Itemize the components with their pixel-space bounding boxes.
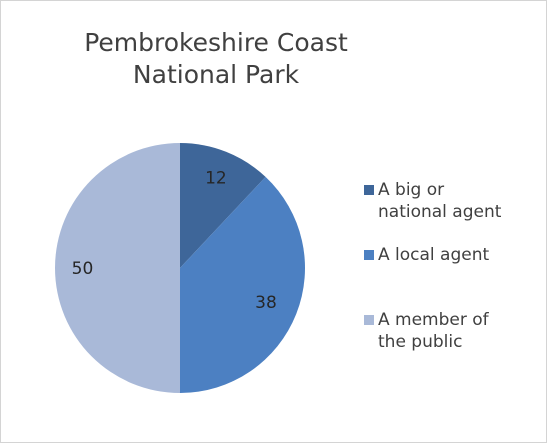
legend-label-line: the public [378,332,463,352]
pie-data-labels: 12 38 50 [72,168,277,313]
legend-swatch-member-of-public [364,315,374,325]
chart-title-line-1: Pembrokeshire Coast [84,28,348,57]
pie-slice-2 [180,176,306,393]
legend-label-local-agent: A local agent [378,244,533,266]
pie-slice-1 [180,143,266,268]
legend-swatch-big-national-agent [364,185,374,195]
legend-label-line: A member of [378,310,489,330]
legend-label-member-of-public: A member of the public [378,309,533,353]
legend-item-local-agent: A local agent [364,244,533,266]
chart-title: Pembrokeshire Coast National Park [41,27,391,91]
pie-slice-3 [55,143,180,393]
legend-label-big-national-agent: A big or national agent [378,179,533,223]
legend-label-line: A local agent [378,245,490,265]
legend-swatch-local-agent [364,250,374,260]
pie-data-label-1: 12 [205,168,227,188]
legend-label-line: A big or [378,180,445,200]
chart-title-line-2: National Park [132,60,300,89]
pie-slices [55,143,306,393]
legend-label-line: national agent [378,202,502,222]
pie-data-label-3: 50 [72,259,94,279]
legend-item-big-national-agent: A big or national agent [364,179,533,223]
legend-item-member-of-public: A member of the public [364,309,533,353]
pie-data-label-2: 38 [255,293,277,313]
